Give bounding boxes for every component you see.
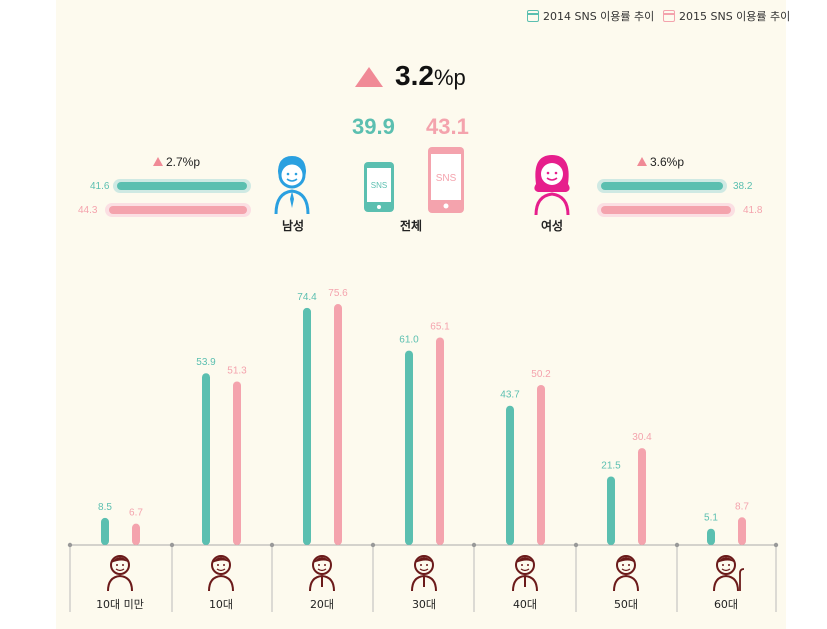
age-person-icon	[613, 555, 639, 592]
bar-2015	[436, 337, 444, 545]
legend-2014: 2014 SNS 이용률 추이	[527, 8, 654, 24]
total-diff-unit: %p	[433, 65, 466, 90]
axis-dot	[471, 542, 477, 548]
age-category-label: 30대	[412, 598, 436, 611]
female-diff: 3.6%p	[650, 155, 685, 169]
total-diff: 3.2%p	[395, 60, 466, 92]
phone-2015-text: SNS	[436, 173, 457, 184]
phone-2015-icon: SNS	[428, 147, 464, 213]
bar-2014	[607, 476, 615, 545]
axis-dot	[169, 542, 175, 548]
increase-triangle-icon	[355, 67, 383, 87]
total-label: 전체	[400, 219, 423, 233]
age-category-label: 10대 미만	[96, 598, 144, 611]
bar-value-label: 8.7	[735, 501, 749, 512]
bar-2015	[537, 384, 545, 545]
bar-2014	[405, 350, 413, 545]
age-category-label: 40대	[513, 598, 537, 611]
age-category-label: 60대	[714, 598, 738, 611]
female-2015-bar	[601, 206, 731, 214]
legend-2014-label: 2014 SNS 이용률 추이	[543, 10, 655, 23]
axis-dot	[370, 542, 376, 548]
bar-value-label: 50.2	[531, 369, 551, 380]
bar-value-label: 5.1	[704, 513, 718, 524]
age-person-icon	[713, 555, 745, 592]
male-icon	[274, 156, 310, 215]
phone-2014-text: SNS	[371, 181, 387, 190]
bar-2014	[707, 528, 715, 545]
bar-value-label: 75.6	[328, 288, 348, 299]
bar-value-label: 65.1	[430, 321, 450, 332]
age-category-label: 20대	[310, 598, 334, 611]
bar-2015	[233, 381, 241, 545]
female-label: 여성	[541, 219, 564, 233]
bar-2014	[101, 517, 109, 545]
bar-2014	[506, 405, 514, 545]
age-category-label: 10대	[209, 598, 233, 611]
total-2014-value: 39.9	[352, 114, 395, 139]
male-2014-bar	[117, 182, 247, 190]
axis-dot	[269, 542, 275, 548]
male-2015-value: 44.3	[78, 205, 98, 216]
bar-value-label: 8.5	[98, 502, 112, 513]
bar-2015	[132, 523, 140, 545]
chart-panel	[56, 0, 786, 629]
male-diff: 2.7%p	[166, 155, 201, 169]
axis-dot	[773, 542, 779, 548]
bar-2014	[202, 373, 210, 545]
male-label: 남성	[282, 219, 305, 233]
axis-dot	[674, 542, 680, 548]
male-2014-value: 41.6	[90, 181, 110, 192]
bar-value-label: 6.7	[129, 508, 143, 519]
axis-dot	[573, 542, 579, 548]
age-category-label: 50대	[614, 598, 638, 611]
bar-2015	[738, 517, 746, 545]
bar-2015	[334, 304, 342, 545]
age-person-icon	[512, 555, 538, 592]
female-icon	[534, 155, 570, 216]
total-diff-number: 3.2	[395, 60, 434, 91]
female-triangle-icon	[637, 157, 647, 166]
bar-2015	[638, 448, 646, 545]
bar-value-label: 74.4	[297, 292, 317, 303]
bar-value-label: 53.9	[196, 357, 216, 368]
age-person-icon	[411, 555, 437, 592]
axis-dot	[67, 542, 73, 548]
phone-2014-icon: SNS	[364, 162, 394, 212]
male-2015-bar	[109, 206, 247, 214]
bar-value-label: 61.0	[399, 335, 419, 346]
age-person-icon	[309, 555, 335, 592]
legend-2015-label: 2015 SNS 이용률 추이	[679, 10, 791, 23]
bar-value-label: 43.7	[500, 390, 520, 401]
calendar-icon	[663, 10, 675, 22]
age-person-icon	[107, 555, 133, 592]
bar-value-label: 30.4	[632, 432, 652, 443]
bar-2014	[303, 307, 311, 545]
female-2014-bar	[601, 182, 723, 190]
calendar-icon	[527, 10, 539, 22]
legend-2015: 2015 SNS 이용률 추이	[663, 8, 790, 24]
total-2015-value: 43.1	[426, 114, 469, 139]
age-person-icon	[208, 555, 234, 592]
female-2014-value: 38.2	[733, 181, 753, 192]
female-2015-value: 41.8	[743, 205, 763, 216]
male-triangle-icon	[153, 157, 163, 166]
bar-value-label: 21.5	[601, 460, 621, 471]
bar-value-label: 51.3	[227, 365, 247, 376]
